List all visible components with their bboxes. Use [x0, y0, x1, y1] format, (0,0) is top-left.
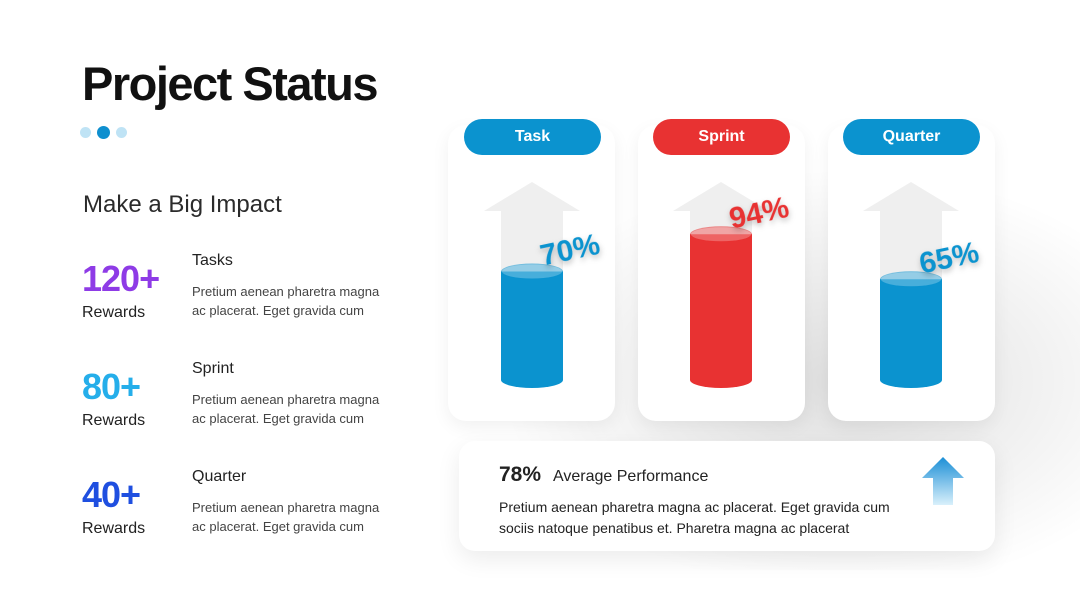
- dot-active: [97, 126, 110, 139]
- stat-unit: Rewards: [82, 520, 146, 537]
- bar-top-highlight: [691, 227, 751, 242]
- category-pill-quarter: Quarter: [843, 119, 980, 155]
- performance-description: Pretium aenean pharetra magna ac placera…: [499, 499, 890, 536]
- stat-unit: Rewards: [82, 412, 146, 429]
- bar-top-sprint: [690, 226, 752, 243]
- section-subtitle: Make a Big Impact: [83, 191, 282, 218]
- category-pill-task: Task: [464, 119, 601, 155]
- stat-value: 120+: [82, 258, 160, 299]
- stat-heading: Quarter: [192, 468, 247, 485]
- stat-heading: Tasks: [192, 252, 233, 269]
- performance-percent: 78%: [499, 463, 542, 486]
- stat-value: 80+: [82, 366, 141, 407]
- pagination-dots: [80, 126, 127, 139]
- dot: [116, 127, 127, 138]
- bar-quarter: [880, 279, 942, 388]
- bar-task: [501, 271, 563, 388]
- page-title: Project Status: [82, 57, 379, 110]
- bar-top-highlight: [881, 272, 941, 287]
- average-performance-card: 78% Average Performance Pretium aenean p…: [459, 441, 995, 551]
- stat-heading: Sprint: [192, 360, 234, 377]
- stat-description: Pretium aenean pharetra magna ac placera…: [192, 284, 380, 318]
- category-pill-sprint: Sprint: [653, 119, 790, 155]
- bar-top-task: [501, 263, 563, 280]
- bar-top-quarter: [880, 271, 942, 288]
- bar-top-highlight: [502, 264, 562, 279]
- performance-label: Average Performance: [553, 468, 709, 485]
- stat-description: Pretium aenean pharetra magna ac placera…: [192, 500, 380, 534]
- stat-description: Pretium aenean pharetra magna ac placera…: [192, 392, 380, 426]
- arrow-up-icon: [922, 457, 964, 505]
- bar-sprint: [690, 234, 752, 388]
- stat-value: 40+: [82, 474, 141, 515]
- stat-unit: Rewards: [82, 304, 146, 321]
- dot: [80, 127, 91, 138]
